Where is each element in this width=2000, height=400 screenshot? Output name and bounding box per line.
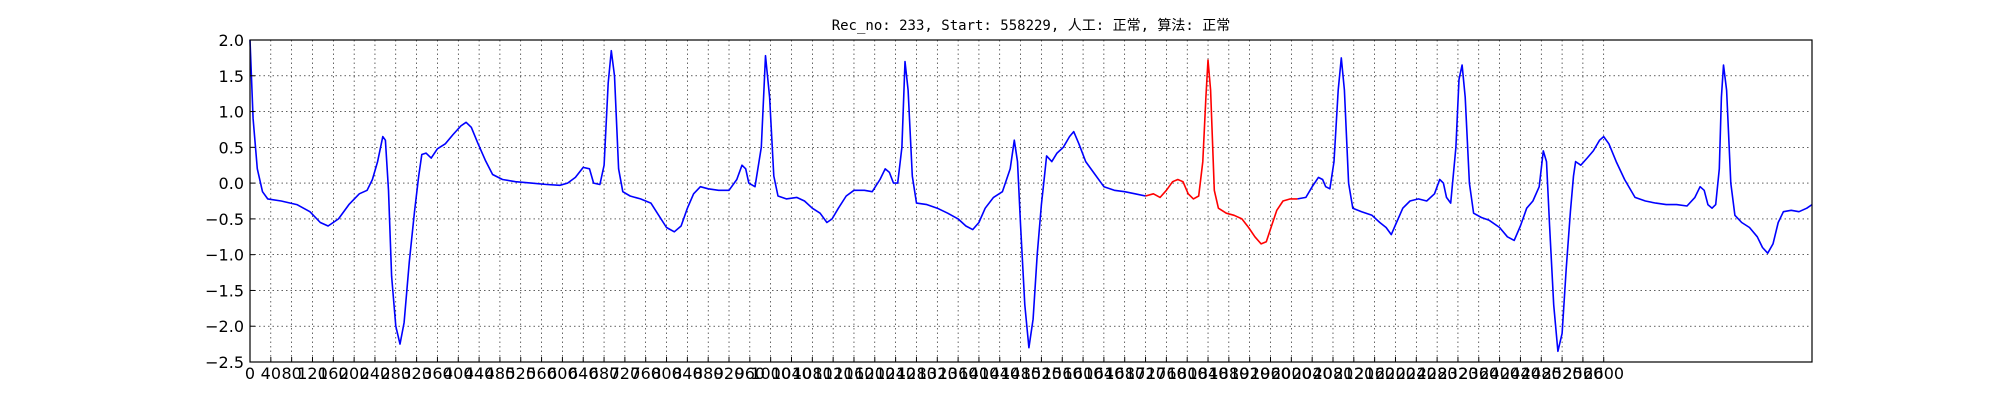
- x-tick-label: 1000: [750, 364, 791, 383]
- plot-frame: [249, 39, 1813, 363]
- x-tick-label: 2160: [1354, 364, 1395, 383]
- x-tick-label: 2400: [1479, 364, 1520, 383]
- x-tick-label: 1880: [1208, 364, 1249, 383]
- x-tick-label: 2000: [1271, 364, 1312, 383]
- x-tick-label: 560: [526, 364, 557, 383]
- x-tick-label: 600: [547, 364, 578, 383]
- y-tick-label: −2.0: [205, 317, 244, 336]
- x-tick-label: 0: [245, 364, 255, 383]
- x-tick-label: 2040: [1292, 364, 1333, 383]
- x-tick-label: 200: [339, 364, 370, 383]
- x-tick-label: 960: [735, 364, 766, 383]
- series-layer: [249, 39, 1813, 353]
- x-tick-label: 1600: [1063, 364, 1104, 383]
- x-tick-label: 2240: [1396, 364, 1437, 383]
- x-tick-label: 1720: [1125, 364, 1166, 383]
- x-tick-label: 120: [297, 364, 328, 383]
- y-tick-label: 0.0: [219, 174, 244, 193]
- x-tick-label: 2560: [1563, 364, 1604, 383]
- x-tick-label: 1480: [1000, 364, 1041, 383]
- y-axis-ticks: 2.0 1.5 1.0 0.5 0.0 −0.5 −1.0 −1.5 −2.0 −2.5: [205, 31, 255, 372]
- x-tick-label: 520: [505, 364, 536, 383]
- x-tick-label: 1360: [938, 364, 979, 383]
- x-tick-label: 680: [589, 364, 620, 383]
- x-tick-label: 2120: [1333, 364, 1374, 383]
- x-tick-label: 160: [318, 364, 349, 383]
- x-tick-label: 1560: [1042, 364, 1083, 383]
- x-tick-label: 2280: [1417, 364, 1458, 383]
- x-tick-label: 1800: [1167, 364, 1208, 383]
- y-tick-label: 1.0: [219, 103, 244, 122]
- x-tick-label: 1520: [1021, 364, 1062, 383]
- x-tick-label: 1760: [1146, 364, 1187, 383]
- x-tick-label: 2360: [1458, 364, 1499, 383]
- x-tick-label: 2600: [1583, 364, 1624, 383]
- x-tick-label: 280: [381, 364, 412, 383]
- x-tick-label: 1240: [875, 364, 916, 383]
- x-tick-label: 1200: [854, 364, 895, 383]
- x-tick-label: 2520: [1542, 364, 1583, 383]
- x-tick-label: 1400: [959, 364, 1000, 383]
- x-tick-label: 2320: [1438, 364, 1479, 383]
- x-tick-label: 2440: [1500, 364, 1541, 383]
- x-tick-label: 1320: [917, 364, 958, 383]
- x-tick-label: 920: [714, 364, 745, 383]
- x-tick-label: 640: [568, 364, 599, 383]
- series-line-2: [1297, 57, 1813, 353]
- grid-lines: [250, 40, 1812, 362]
- y-tick-label: 1.5: [219, 67, 244, 86]
- x-tick-label: 240: [360, 364, 391, 383]
- x-tick-label: 1120: [813, 364, 854, 383]
- x-tick-label: 1080: [792, 364, 833, 383]
- x-tick-label: 720: [610, 364, 641, 383]
- x-tick-label: 2080: [1313, 364, 1354, 383]
- y-tick-label: −1.5: [205, 281, 244, 300]
- x-tick-label: 1640: [1084, 364, 1125, 383]
- series-line-highlight: [1145, 59, 1298, 245]
- y-tick-label: −1.0: [205, 246, 244, 265]
- x-tick-label: 760: [630, 364, 661, 383]
- x-tick-label: 2200: [1375, 364, 1416, 383]
- chart-title: Rec_no: 233, Start: 558229, 人工: 正常, 算法: …: [832, 18, 1231, 34]
- y-tick-label: −0.5: [205, 210, 244, 229]
- series-line-0: [249, 39, 1146, 349]
- x-tick-label: 80: [281, 364, 301, 383]
- x-tick-label: 400: [443, 364, 474, 383]
- y-tick-label: 0.5: [219, 138, 244, 157]
- x-tick-label: 1040: [771, 364, 812, 383]
- x-tick-label: 320: [401, 364, 432, 383]
- x-tick-label: 360: [422, 364, 453, 383]
- x-tick-label: 1160: [834, 364, 875, 383]
- x-tick-label: 440: [464, 364, 495, 383]
- x-tick-label: 840: [672, 364, 703, 383]
- x-axis-ticks: 0 40 8012016020024028032036040044048052056…: [245, 357, 1624, 383]
- y-tick-label: 2.0: [219, 31, 244, 50]
- x-tick-label: 1960: [1250, 364, 1291, 383]
- x-tick-label: 1280: [896, 364, 937, 383]
- x-tick-label: 2480: [1521, 364, 1562, 383]
- x-tick-label: 480: [485, 364, 516, 383]
- x-tick-label: 1440: [979, 364, 1020, 383]
- x-tick-label: 1680: [1104, 364, 1145, 383]
- x-tick-label: 40: [261, 364, 281, 383]
- x-tick-label: 880: [693, 364, 724, 383]
- x-tick-label: 800: [651, 364, 682, 383]
- x-tick-label: 1840: [1188, 364, 1229, 383]
- y-tick-label: −2.5: [205, 353, 244, 372]
- x-tick-label: 1920: [1229, 364, 1270, 383]
